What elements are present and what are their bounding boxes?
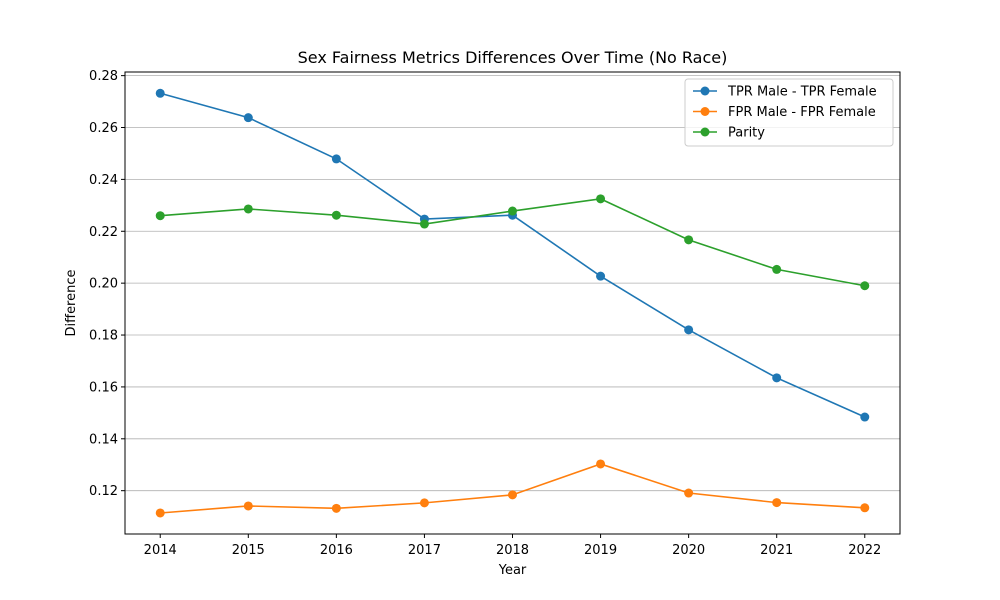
x-tick-label: 2018 [496, 543, 529, 558]
y-tick-label: 0.20 [89, 277, 118, 292]
data-point [508, 490, 517, 500]
series-2 [155, 459, 870, 518]
x-tick-label: 2021 [760, 543, 793, 558]
data-point [155, 508, 165, 518]
data-point [596, 194, 606, 204]
legend-label: TPR Male - TPR Female [727, 85, 877, 100]
data-point [331, 210, 341, 220]
y-tick-label: 0.28 [89, 69, 118, 84]
data-point [772, 373, 782, 383]
x-tick-label: 2019 [584, 543, 617, 558]
data-point [860, 412, 870, 422]
data-point [508, 206, 517, 216]
x-tick-label: 2016 [320, 543, 353, 558]
x-tick-label: 2015 [232, 543, 265, 558]
data-point [684, 325, 694, 335]
series-group [155, 88, 870, 518]
chart-title: Sex Fairness Metrics Differences Over Ti… [298, 48, 728, 67]
data-point [419, 219, 429, 229]
x-tick-label: 2022 [848, 543, 881, 558]
data-point [684, 488, 694, 498]
y-tick-label: 0.26 [89, 121, 118, 136]
data-point [331, 503, 341, 513]
y-tick-label: 0.22 [89, 225, 118, 240]
y-tick-label: 0.24 [89, 173, 118, 188]
x-tick-label: 2017 [408, 543, 441, 558]
legend-label: Parity [728, 126, 765, 141]
legend-swatch-marker [700, 86, 710, 96]
series-3 [155, 194, 870, 291]
legend-label: FPR Male - FPR Female [728, 105, 876, 120]
legend-box [684, 78, 894, 147]
data-point [596, 459, 606, 469]
data-point [596, 271, 606, 281]
y-tick-label: 0.16 [89, 380, 118, 395]
y-axis-title: Difference [64, 269, 79, 336]
x-axis-ticks: 2014 2015 2016 2017 2018 2019 2020 2021 2022 [144, 534, 881, 558]
data-point [243, 501, 253, 511]
data-point [155, 211, 165, 221]
legend-swatch-marker [700, 107, 710, 116]
data-point [243, 204, 253, 214]
data-point [155, 88, 165, 98]
legend-swatch-marker [700, 127, 710, 137]
y-tick-label: 0.12 [89, 484, 118, 499]
data-point [860, 281, 870, 291]
data-point [772, 264, 782, 274]
x-tick-label: 2014 [144, 543, 177, 558]
data-point [772, 498, 782, 508]
data-point [331, 154, 341, 164]
y-axis-ticks: 0.12 0.14 0.16 0.18 0.20 0.22 0.24 0.26 0.28 [89, 69, 125, 499]
data-point [684, 235, 694, 245]
y-tick-label: 0.14 [89, 432, 118, 447]
grid-lines [125, 75, 900, 492]
y-tick-label: 0.18 [89, 329, 118, 344]
data-point [860, 503, 870, 513]
legend: TPR Male - TPR Female FPR Male - FPR Fema… [684, 78, 894, 147]
data-point [243, 113, 253, 123]
data-point [419, 498, 429, 508]
x-tick-label: 2020 [672, 543, 705, 558]
x-axis-title: Year [498, 563, 527, 578]
